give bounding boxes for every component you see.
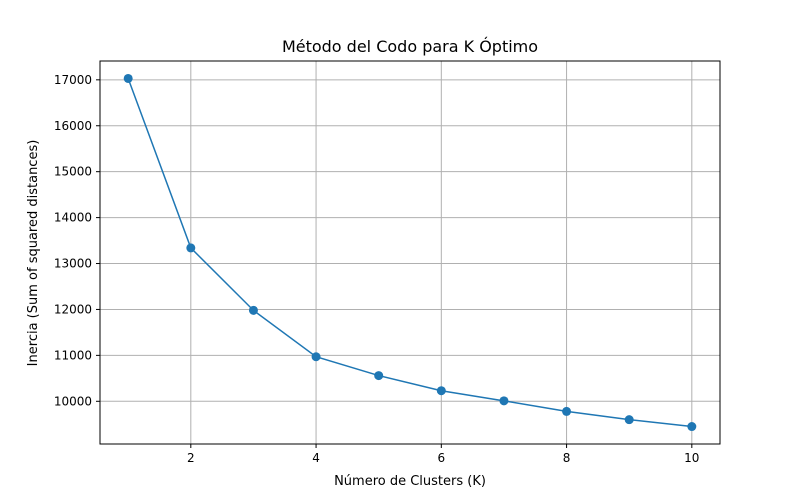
series-0-point-6: [499, 396, 509, 406]
series-0-point-4: [374, 371, 384, 381]
x-tick-label-2: 6: [437, 451, 445, 465]
y-tick-label-1: 11000: [54, 348, 92, 362]
x-tick-label-1: 4: [312, 451, 320, 465]
series-0-point-3: [311, 352, 321, 362]
plot-frame: [99, 60, 721, 445]
y-tick-label-0: 10000: [54, 394, 92, 408]
x-axis-label: Número de Clusters (K): [334, 474, 486, 489]
x-tick-label-0: 2: [187, 451, 195, 465]
series-0-point-9: [687, 422, 697, 432]
series-0-point-7: [562, 406, 572, 416]
grid-layer: [100, 61, 720, 444]
series-0-point-8: [624, 415, 634, 425]
series-0-point-1: [186, 243, 196, 253]
plot-layer: [123, 73, 697, 432]
y-axis-label: Inercia (Sum of squared distances): [26, 140, 41, 367]
series-0-point-5: [436, 386, 446, 396]
series-0-point-0: [123, 73, 133, 83]
series-0-line: [127, 78, 692, 428]
y-tick-label-4: 14000: [54, 211, 92, 225]
x-tick-label-3: 8: [563, 451, 571, 465]
chart-title: Método del Codo para K Óptimo: [282, 37, 538, 56]
series-0-point-2: [248, 305, 258, 315]
y-tick-label-2: 12000: [54, 302, 92, 316]
y-tick-label-3: 13000: [54, 257, 92, 271]
axes-layer: 2 4 6 8 10 10000 11000 12000 13000 14000 15000 1600…: [54, 60, 721, 465]
x-tick-label-4: 10: [684, 451, 699, 465]
y-tick-label-6: 16000: [54, 119, 92, 133]
y-tick-label-5: 15000: [54, 165, 92, 179]
y-tick-label-7: 17000: [54, 73, 92, 87]
